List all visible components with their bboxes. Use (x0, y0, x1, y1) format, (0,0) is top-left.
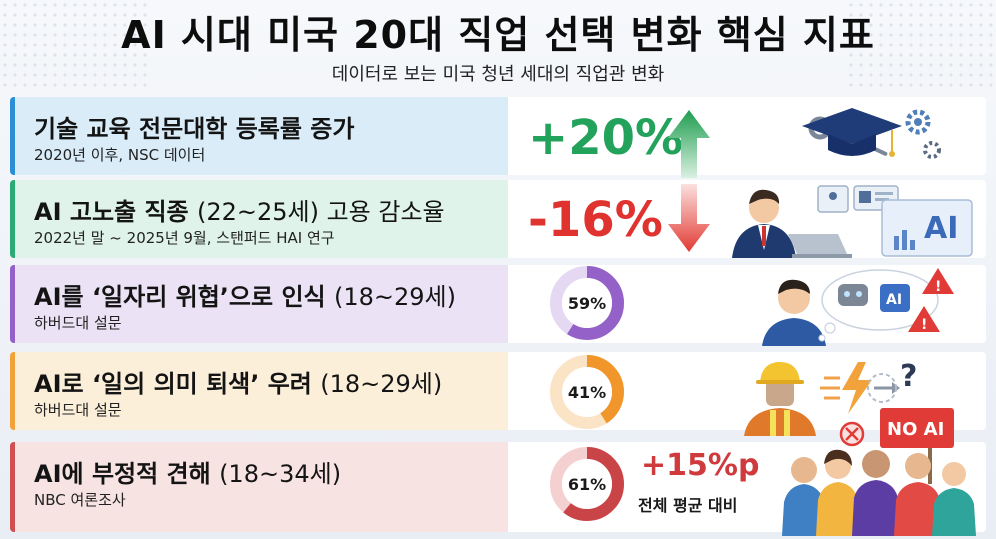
indicator-label: AI에 부정적 견해 (18~34세) (34, 454, 341, 489)
protest-crowd-icon: NO AI (782, 408, 976, 536)
indicator-label-age: (22~25세) 고용 감소율 (196, 198, 445, 226)
page-title: AI 시대 미국 20대 직업 선택 변화 핵심 지표 (121, 13, 875, 57)
indicator-source: 2022년 말 ~ 2025년 9월, 스탠퍼드 HAI 연구 (34, 229, 335, 247)
row-label-band (10, 97, 508, 175)
enrollment-increase-value: +20% (528, 110, 684, 166)
row-label-band (10, 352, 508, 430)
protest-sign-text: NO AI (887, 419, 944, 440)
office-worker-ai-screen-icon: AI (732, 185, 973, 258)
svg-text:AI: AI (924, 211, 958, 246)
above-average-label: 전체 평균 대비 (638, 496, 738, 515)
donut-arc (550, 447, 624, 521)
row-label-band (10, 442, 508, 532)
indicator-label-age: (18~34세) (219, 460, 342, 488)
indicator-label-age: (18~29세) (333, 283, 456, 311)
meaning-donut: 41% (547, 352, 627, 432)
donut-value: 41% (567, 382, 607, 402)
indicator-label-text: AI에 부정적 견해 (34, 460, 220, 488)
graduation-cap-wrench-gear-icon (802, 108, 941, 159)
donut-value: 59% (567, 293, 607, 313)
svg-text:?: ? (900, 359, 917, 394)
indicator-source: 하버드대 설문 (34, 401, 122, 419)
svg-text:!: ! (921, 317, 927, 333)
hardhat-worker-lightning-question-icon: ? (744, 359, 917, 436)
job-threat-donut: 59% (547, 263, 627, 343)
indicator-source: 하버드대 설문 (34, 314, 122, 332)
donut-arc (550, 266, 624, 340)
donut-value: 61% (567, 474, 607, 494)
dot-pattern-decoration (846, 0, 996, 90)
employment-decrease-value: -16% (528, 192, 663, 248)
indicator-source: 2020년 이후, NSC 데이터 (34, 146, 206, 164)
indicator-source: NBC 여론조사 (34, 491, 126, 509)
indicator-label-text: AI 고노출 직종 (34, 198, 197, 226)
indicator-label-text: AI를 ‘일자리 위협’으로 인식 (34, 283, 334, 311)
svg-text:!: ! (935, 279, 941, 295)
dot-pattern-decoration (0, 0, 150, 90)
above-average-value: +15%p (641, 448, 760, 483)
page-subtitle: 데이터로 보는 미국 청년 세대의 직업관 변화 (331, 64, 665, 85)
indicator-row-meaning: AI로 ‘일의 의미 퇴색’ 우려 (18~29세) 하버드대 설문 (10, 352, 986, 430)
indicator-label-text: 기술 교육 전문대학 등록률 증가 (34, 115, 355, 143)
indicator-row-employment: AI 고노출 직종 (22~25세) 고용 감소율 2022년 말 ~ 2025… (10, 180, 986, 258)
worried-person-robot-warning-icon: AI ! ! (762, 268, 954, 346)
indicator-label-age: (18~29세) (320, 370, 443, 398)
up-down-arrows-icon (668, 110, 710, 252)
row-label-band (10, 180, 508, 258)
svg-text:AI: AI (886, 292, 902, 308)
row-accent-bar (10, 352, 15, 430)
row-accent-bar (10, 180, 15, 258)
indicator-label: AI로 ‘일의 의미 퇴색’ 우려 (18~29세) (34, 364, 442, 399)
donut-chart-icon (550, 355, 624, 429)
indicator-label-text: AI로 ‘일의 의미 퇴색’ 우려 (34, 370, 321, 398)
indicator-label: AI 고노출 직종 (22~25세) 고용 감소율 (34, 192, 445, 227)
donut-chart-icon (550, 266, 624, 340)
row-accent-bar (10, 265, 15, 343)
indicator-label: 기술 교육 전문대학 등록률 증가 (34, 109, 354, 144)
row-accent-bar (10, 97, 15, 175)
donut-arc (550, 355, 624, 429)
row-accent-bar (10, 442, 15, 532)
donut-chart-icon (550, 447, 624, 521)
row-label-band (10, 265, 508, 343)
negative-view-donut: 61% (547, 444, 627, 524)
indicator-label: AI를 ‘일자리 위협’으로 인식 (18~29세) (34, 277, 456, 312)
